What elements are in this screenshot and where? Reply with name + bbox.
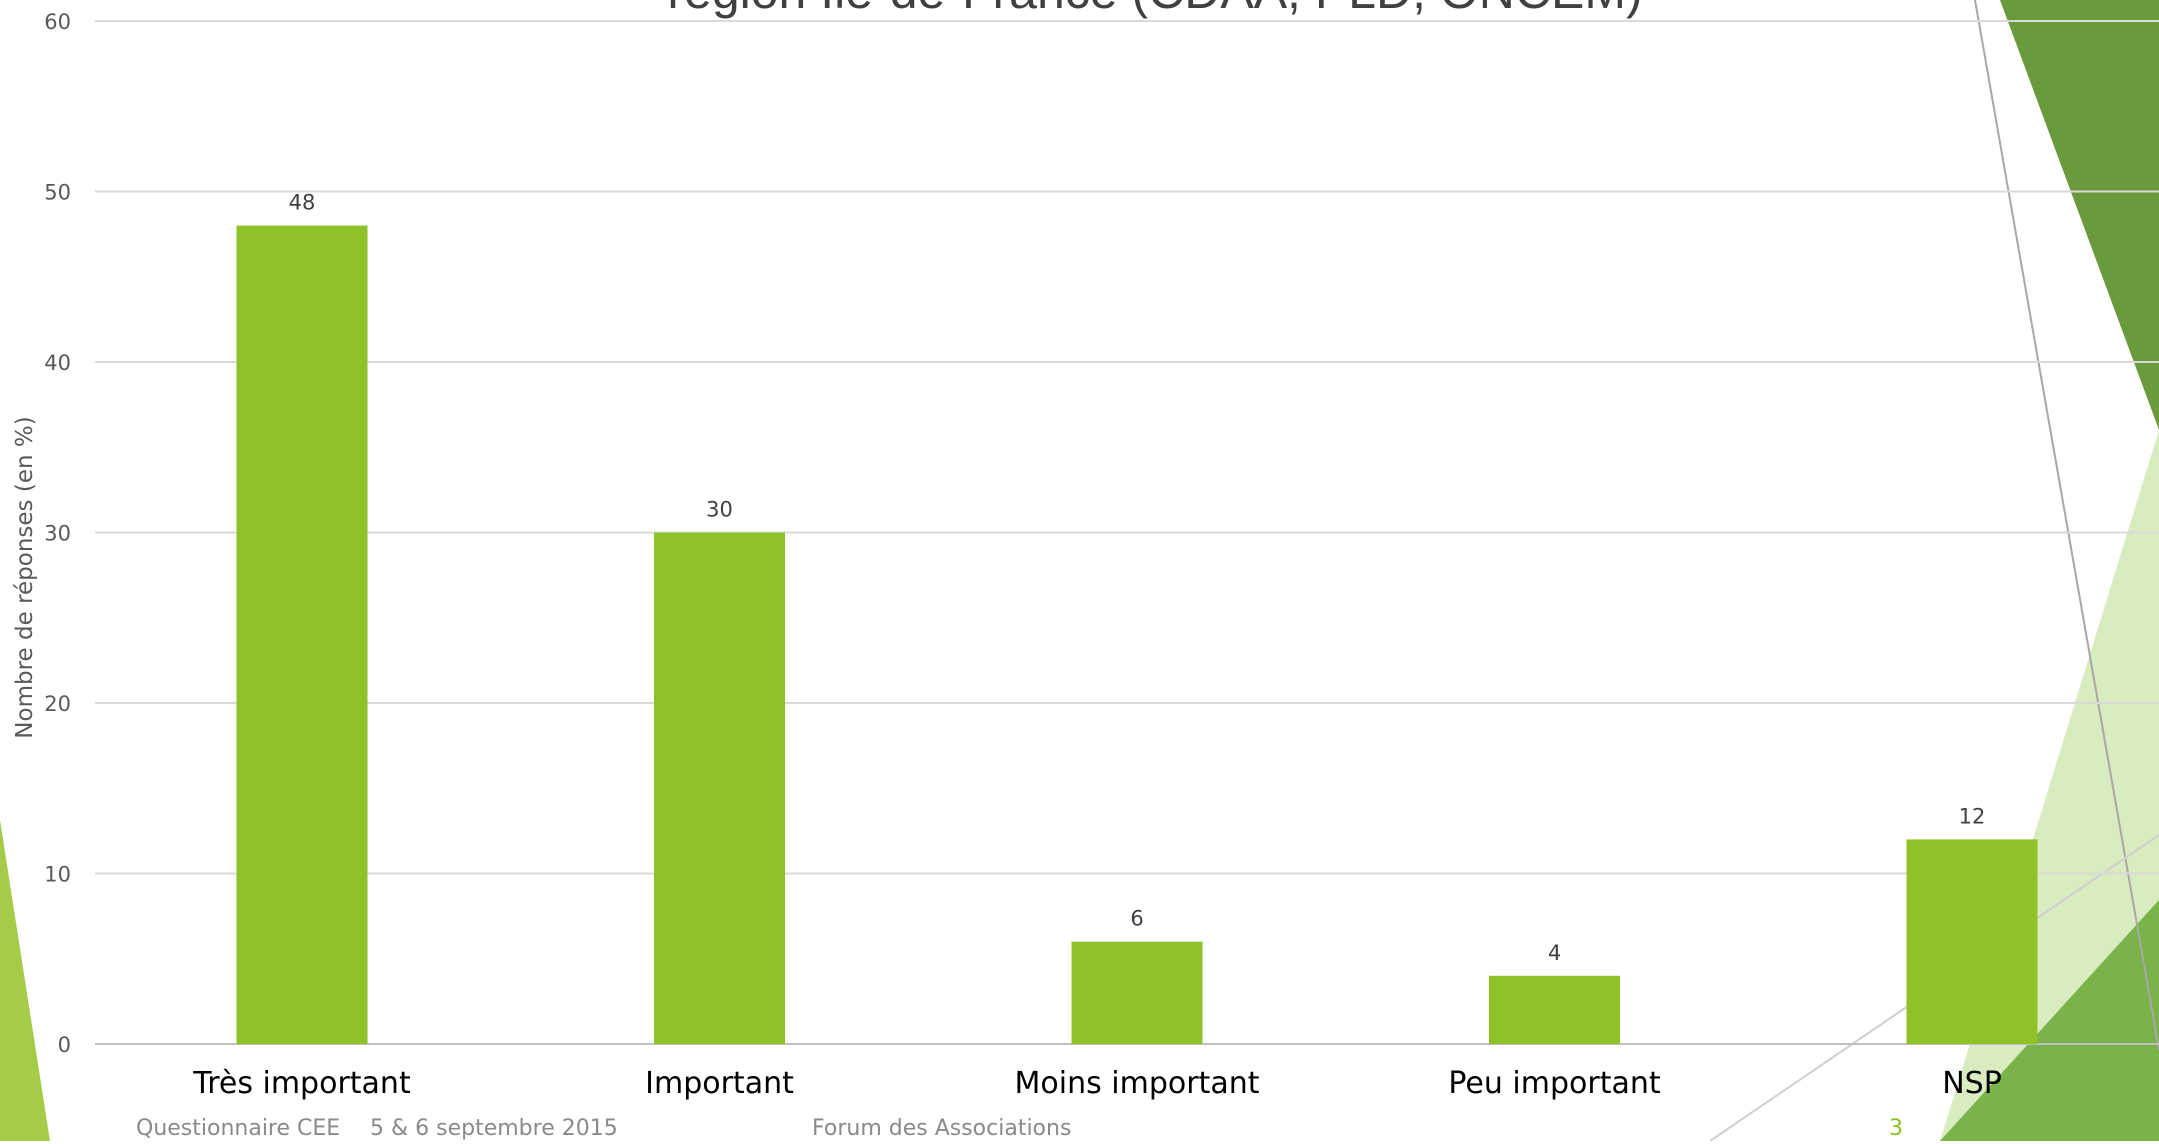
y-tick-label: 40 <box>44 351 71 375</box>
x-category-label: Très important <box>192 1066 411 1101</box>
y-tick-label: 50 <box>44 181 71 205</box>
data-label: 4 <box>1548 941 1561 965</box>
deco-line-1 <box>1974 0 2159 1051</box>
data-label: 6 <box>1130 907 1143 931</box>
y-axis-label: Nombre de réponses (en %) <box>12 416 38 738</box>
y-tick-label: 0 <box>58 1033 71 1057</box>
bar-1 <box>654 532 785 1044</box>
x-category-label: Important <box>645 1066 794 1101</box>
right-bottom-green-triangle <box>1940 900 2159 1141</box>
data-label: 30 <box>706 498 733 522</box>
y-tick-label: 10 <box>44 863 71 887</box>
x-category-label: Moins important <box>1015 1066 1260 1101</box>
data-label: 12 <box>1959 804 1986 828</box>
bar-0 <box>236 225 368 1045</box>
bar-4 <box>1906 839 2038 1044</box>
footer-date: 5 & 6 septembre 2015 <box>370 1116 618 1141</box>
bar-3 <box>1489 975 1620 1044</box>
left-accent-triangle <box>0 820 50 1141</box>
x-category-label: Peu important <box>1448 1066 1660 1101</box>
data-label: 48 <box>289 191 316 215</box>
chart-title: région Ile-de-France (CDAA, PLD, ONCEM) <box>667 0 1642 19</box>
footer-forum: Forum des Associations <box>812 1116 1072 1141</box>
footer-questionnaire: Questionnaire CEE <box>136 1116 341 1141</box>
x-category-label: NSP <box>1942 1066 2002 1101</box>
y-tick-label: 60 <box>44 10 71 34</box>
y-tick-label: 30 <box>44 522 71 546</box>
bar-2 <box>1071 941 1203 1044</box>
slide-number: 3 <box>1889 1116 1903 1141</box>
y-tick-label: 20 <box>44 692 71 716</box>
right-top-dark-triangle <box>2000 0 2159 430</box>
